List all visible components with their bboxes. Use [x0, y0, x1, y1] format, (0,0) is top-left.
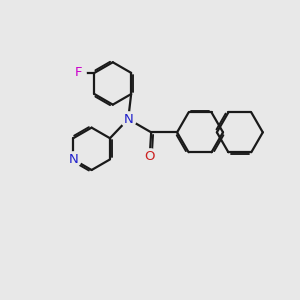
Text: N: N	[123, 112, 133, 126]
Text: F: F	[74, 66, 82, 80]
Text: N: N	[68, 153, 78, 166]
Text: O: O	[145, 150, 155, 163]
